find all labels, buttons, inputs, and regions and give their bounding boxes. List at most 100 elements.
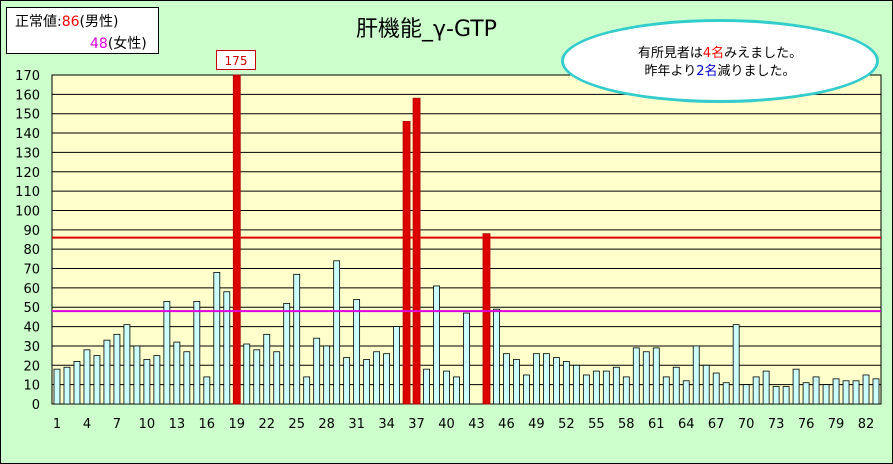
- data-bar: [612, 366, 620, 405]
- x-tick-label: 19: [229, 417, 246, 432]
- y-tick-label: 80: [23, 243, 40, 258]
- data-bar: [153, 355, 161, 405]
- data-bar: [253, 349, 261, 405]
- y-tick-label: 10: [23, 379, 40, 394]
- legend-female-label: (女性): [107, 36, 147, 52]
- data-bar: [562, 361, 570, 405]
- data-bar: [83, 349, 91, 405]
- x-tick-label: 28: [318, 417, 335, 432]
- data-bar: [193, 301, 201, 405]
- bubble-l2-c: 減りました。: [717, 64, 796, 79]
- data-bar: [602, 370, 610, 405]
- y-tick-label: 40: [23, 321, 40, 336]
- data-bar: [223, 291, 231, 405]
- x-tick-label: 16: [199, 417, 216, 432]
- y-tick-label: 140: [15, 127, 40, 142]
- data-bar: [852, 380, 860, 405]
- data-bar: [273, 351, 281, 405]
- highlight-bar: [482, 233, 491, 405]
- data-bar: [782, 386, 790, 405]
- legend-female-row: 48(女性): [90, 33, 147, 53]
- x-tick-label: 43: [468, 417, 485, 432]
- y-tick-label: 90: [23, 224, 40, 239]
- data-bar: [343, 357, 351, 405]
- x-tick-label: 76: [798, 417, 815, 432]
- data-bar: [423, 368, 430, 405]
- data-bar: [453, 376, 460, 405]
- x-tick-label: 4: [83, 417, 91, 432]
- y-tick-label: 110: [15, 185, 40, 200]
- x-tick-label: 61: [648, 417, 665, 432]
- highlight-bar: [402, 121, 411, 405]
- data-bar: [543, 353, 550, 405]
- bubble-line-1: 有所見者は4名みえました。: [564, 42, 876, 61]
- x-tick-label: 22: [258, 417, 275, 432]
- data-bar: [572, 364, 580, 405]
- data-bar: [552, 357, 560, 405]
- legend-male-label: (男性): [79, 14, 119, 30]
- bubble-l2-a: 昨年より: [644, 64, 697, 79]
- y-tick-label: 130: [15, 146, 40, 161]
- data-bar: [652, 347, 660, 405]
- bubble-l2-count: 2名: [696, 64, 718, 79]
- data-bar: [772, 386, 780, 405]
- y-tick-label: 70: [23, 263, 40, 278]
- data-bar: [243, 343, 251, 405]
- data-bar: [862, 374, 870, 405]
- data-bar: [63, 366, 71, 405]
- data-bar: [183, 351, 191, 405]
- data-bar: [692, 345, 700, 405]
- x-tick-label: 46: [498, 417, 515, 432]
- data-bar: [163, 301, 171, 405]
- bubble-l1-count: 4名: [702, 46, 725, 61]
- y-tick-label: 0: [32, 398, 40, 413]
- data-bar: [303, 376, 311, 405]
- x-tick-label: 64: [678, 417, 695, 432]
- legend-male-row: 正常値:86(男性): [15, 11, 118, 31]
- y-tick-label: 170: [15, 69, 40, 84]
- data-bar: [872, 378, 880, 405]
- x-tick-label: 13: [169, 417, 186, 432]
- data-bar: [383, 353, 390, 405]
- y-tick-label: 100: [15, 204, 40, 219]
- data-bar: [373, 351, 381, 405]
- data-bar: [812, 376, 820, 405]
- x-tick-label: 37: [408, 417, 425, 432]
- data-bar: [582, 374, 590, 405]
- x-tick-label: 7: [113, 417, 121, 432]
- data-bar: [333, 260, 341, 405]
- data-bar: [363, 359, 371, 405]
- y-tick-label: 150: [15, 108, 40, 123]
- data-bar: [73, 361, 81, 405]
- data-bar: [832, 378, 840, 405]
- data-bar: [323, 345, 331, 405]
- x-tick-label: 10: [139, 417, 156, 432]
- data-bar: [592, 370, 600, 405]
- summary-bubble: 有所見者は4名みえました。 昨年より2名減りました。: [561, 19, 879, 103]
- data-bar: [103, 339, 111, 405]
- data-bar: [443, 370, 450, 405]
- y-tick-label: 60: [23, 282, 40, 297]
- data-bar: [752, 376, 760, 405]
- data-bar: [263, 333, 271, 405]
- data-bar: [283, 302, 291, 405]
- y-tick-label: 120: [15, 166, 40, 181]
- data-bar: [662, 376, 670, 405]
- data-bar: [353, 299, 361, 405]
- data-bar: [762, 370, 770, 405]
- data-bar: [503, 353, 510, 405]
- data-bar: [173, 341, 181, 405]
- x-tick-label: 34: [378, 417, 395, 432]
- data-bar: [313, 337, 321, 405]
- data-bar: [842, 380, 850, 405]
- data-bar: [213, 271, 221, 405]
- data-bar: [123, 324, 131, 405]
- data-bar: [742, 384, 750, 405]
- data-bar: [632, 347, 640, 405]
- data-bar: [642, 351, 650, 405]
- data-bar: [722, 382, 730, 405]
- legend-male-value: 86: [61, 14, 80, 30]
- legend-box: 正常値:86(男性) 48(女性): [6, 7, 159, 54]
- x-tick-label: 31: [348, 417, 365, 432]
- y-tick-label: 20: [23, 359, 40, 374]
